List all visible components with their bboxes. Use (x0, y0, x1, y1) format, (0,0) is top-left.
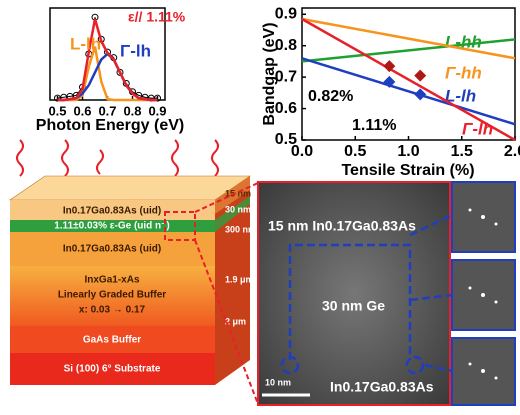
x-tick-label: 1.0 (397, 143, 419, 160)
thickness-label: 15 nm (225, 188, 251, 198)
data-point (383, 60, 396, 73)
data-point (116, 68, 124, 76)
y-tick-label: 0.5 (275, 131, 297, 148)
y-tick-label: 0.9 (275, 6, 297, 23)
layer-label: In0.17Ga0.83As (uid) (63, 206, 161, 217)
layer-label: In0.17Ga0.83As (uid) (63, 244, 161, 255)
thickness-label: 300 nm (225, 224, 256, 234)
layer-stack (9, 175, 251, 385)
tem-label: 15 nm In0.17Ga0.83As (268, 218, 416, 234)
annotation: 1.11% (352, 117, 396, 134)
data-point (383, 75, 396, 88)
x-axis-label: Tensile Strain (%) (341, 162, 474, 179)
x-tick-label: 0.6 (73, 103, 91, 118)
x-axis-label: Photon Energy (eV) (36, 117, 184, 134)
thickness-label: 1.9 μm (225, 274, 254, 284)
series-line (301, 57, 516, 126)
annotation: L-lh (70, 34, 101, 53)
x-tick-label: 2.0 (504, 143, 520, 160)
fft-spots (468, 208, 498, 380)
scale-bar-label: 10 nm (265, 377, 291, 387)
data-point (414, 69, 427, 82)
series-label: Γ-hh (445, 63, 482, 82)
tem-label: In0.17Ga0.83As (330, 379, 434, 395)
x-tick-label: 0.8 (123, 103, 141, 118)
y-tick-label: 0.6 (275, 100, 297, 117)
annotation: 0.82% (308, 88, 353, 105)
x-tick-label: 0.7 (98, 103, 116, 118)
series-line (57, 46, 158, 102)
x-tick-label: 0.5 (344, 143, 366, 160)
layer-label: 1.11±0.03% ε-Ge (uid n⁻) (54, 221, 170, 232)
tem-guides (280, 213, 453, 375)
x-tick-label: 0.9 (148, 103, 166, 118)
series-label: L-lh (445, 86, 476, 105)
x-tick-label: 0.0 (291, 143, 313, 160)
annotation: ε// 1.11% (128, 9, 186, 25)
fft-panels (451, 181, 516, 406)
plot-frame (301, 7, 516, 141)
series-line (301, 17, 516, 142)
zoom-indicator (164, 182, 259, 405)
x-tick-label: 1.5 (451, 143, 473, 160)
series-label: Γ-lh (462, 119, 493, 138)
y-axis-label: Bandgap (eV) (261, 22, 278, 125)
thickness-label: 2 μm (225, 316, 246, 326)
x-tick-label: 0.5 (48, 103, 66, 118)
series-line (301, 38, 516, 63)
y-tick-label: 0.8 (275, 37, 297, 54)
annotation: Γ-lh (120, 41, 151, 60)
thickness-label: 30 nm (225, 204, 251, 214)
tem-label: 30 nm Ge (322, 298, 385, 314)
series-line (57, 18, 158, 102)
y-tick-label: 0.7 (275, 68, 297, 85)
layer-label: GaAs Buffer (83, 335, 141, 346)
data-point (414, 88, 427, 101)
layer-label: InxGa1-xAs (84, 275, 139, 286)
layer-label: Linearly Graded Buffer (58, 290, 166, 301)
layer-label: x: 0.03 → 0.17 (79, 305, 146, 316)
layer-label: Si (100) 6° Substrate (64, 364, 161, 375)
series-line (301, 17, 516, 60)
emission-arrows (16, 139, 219, 177)
